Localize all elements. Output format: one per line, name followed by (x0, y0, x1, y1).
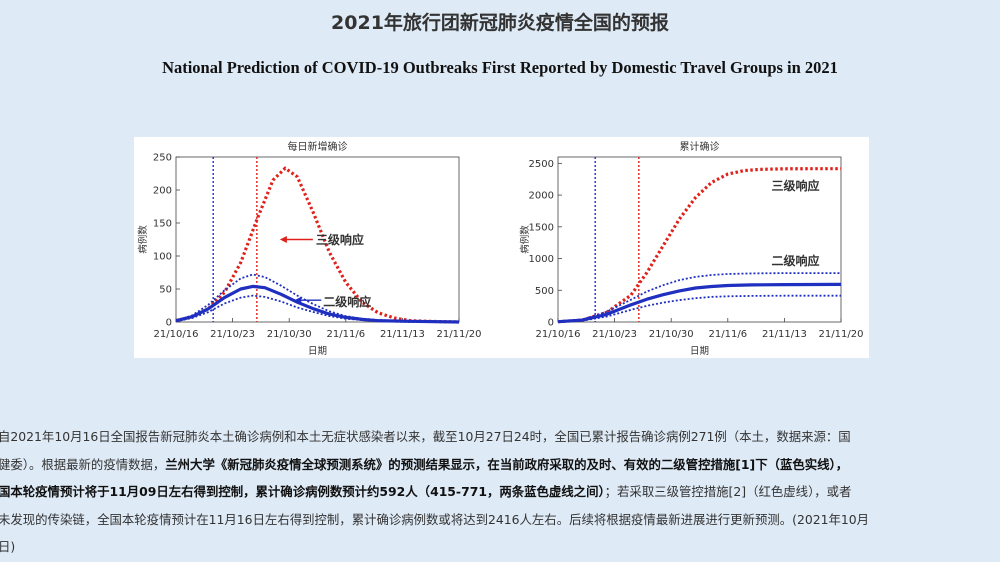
y-tick-label: 150 (153, 219, 172, 230)
y-tick-label: 1500 (529, 222, 554, 233)
series-line-4 (557, 294, 841, 323)
x-tick-label: 21/11/6 (709, 329, 748, 340)
x-tick-label: 21/10/16 (536, 329, 581, 340)
paragraph-line-2: 健委）。根据最新的疫情数据，兰州大学《新冠肺炎疫情全球预测系统》的预测结果显示，… (0, 451, 1000, 479)
paragraph-highlight: 兰州大学《新冠肺炎疫情全球预测系统》的预测结果显示，在当前政府采取的及时、有效的… (165, 456, 849, 472)
y-tick-label: 0 (166, 318, 172, 329)
series-line-4 (175, 294, 459, 323)
y-axis-label: 病例数 (519, 225, 531, 254)
x-tick-label: 21/11/20 (819, 329, 864, 340)
paragraph-highlight: 国本轮疫情预计将于11月09日左右得到控制，累计确诊病例数预计约592人（415… (0, 484, 605, 499)
page-subtitle: National Prediction of COVID-19 Outbreak… (162, 58, 838, 77)
x-tick-label: 21/11/6 (327, 329, 366, 340)
paragraph-line-4: 未发现的传染链，全国本轮疫情预计在11月16日左右得到控制，累计确诊病例数或将达… (0, 506, 1000, 534)
x-tick-label: 21/10/23 (210, 329, 255, 340)
x-axis-label: 日期 (690, 346, 709, 357)
series-line-3 (557, 272, 841, 323)
paragraph-text: ；若采取三级管控措施[2]（红色虚线），或者 (604, 484, 852, 499)
x-tick-label: 21/10/23 (592, 329, 637, 340)
page-title: 2021年旅行团新冠肺炎疫情全国的预报 (331, 12, 669, 34)
y-tick-label: 100 (153, 252, 172, 263)
annotation-label: 二级响应 (323, 294, 371, 309)
paragraph-line-3: 国本轮疫情预计将于11月09日左右得到控制，累计确诊病例数预计约592人（415… (0, 478, 1000, 506)
y-tick-label: 50 (159, 285, 172, 296)
series-line-1 (175, 166, 460, 324)
x-tick-label: 21/11/13 (380, 329, 425, 340)
annotation-label: 三级响应 (316, 232, 364, 247)
x-tick-label: 21/10/16 (154, 329, 199, 340)
x-tick-label: 21/11/20 (437, 329, 482, 340)
prediction-figure: 每日新增确诊 0 50 100 150 200 250 21/10/16 21/10/23 21/… (134, 137, 869, 358)
annotation-arrowhead (294, 296, 302, 304)
series-line-1 (557, 167, 841, 324)
x-tick-label: 21/10/30 (649, 329, 694, 340)
prediction-paragraph: 自2021年10月16日全国报告新冠肺炎本土确诊病例和本土无症状感染者以来，截至… (0, 423, 1000, 561)
chart-frame (557, 156, 842, 323)
x-tick-label: 21/11/13 (762, 329, 807, 340)
paragraph-text: 健委）。根据最新的疫情数据， (0, 456, 166, 472)
y-tick-label: 200 (153, 186, 172, 197)
series-line-3 (175, 273, 460, 323)
chart-title: 累计确诊 (680, 140, 720, 153)
paragraph-line-5: 日) (0, 533, 1000, 561)
charts-svg: 每日新增确诊 0 50 100 150 200 250 21/10/16 21/10/23 21/… (137, 140, 864, 357)
y-tick-label: 250 (153, 153, 172, 164)
y-tick-label: 2500 (529, 159, 554, 170)
y-tick-label: 1000 (529, 254, 554, 265)
x-axis-label: 日期 (308, 346, 327, 357)
annotation-label: 三级响应 (771, 178, 819, 193)
x-tick-label: 21/10/30 (267, 329, 312, 340)
y-axis-label: 病例数 (137, 225, 149, 254)
paragraph-text: 日) (0, 539, 16, 554)
y-tick-label: 0 (548, 318, 554, 329)
y-tick-label: 500 (535, 286, 554, 297)
paragraph-text: 未发现的传染链，全国本轮疫情预计在11月16日左右得到控制，累计确诊病例数或将达… (0, 511, 870, 527)
series-line-2 (557, 282, 842, 324)
paragraph-line-1: 自2021年10月16日全国报告新冠肺炎本土确诊病例和本土无症状感染者以来，截至… (0, 423, 1000, 451)
chart-title: 每日新增确诊 (288, 140, 348, 153)
y-tick-label: 2000 (529, 191, 554, 202)
paragraph-text: 自2021年10月16日全国报告新冠肺炎本土确诊病例和本土无症状感染者以来，截至… (0, 429, 851, 444)
annotation-label: 二级响应 (771, 253, 819, 268)
annotation-arrowhead (279, 236, 287, 243)
